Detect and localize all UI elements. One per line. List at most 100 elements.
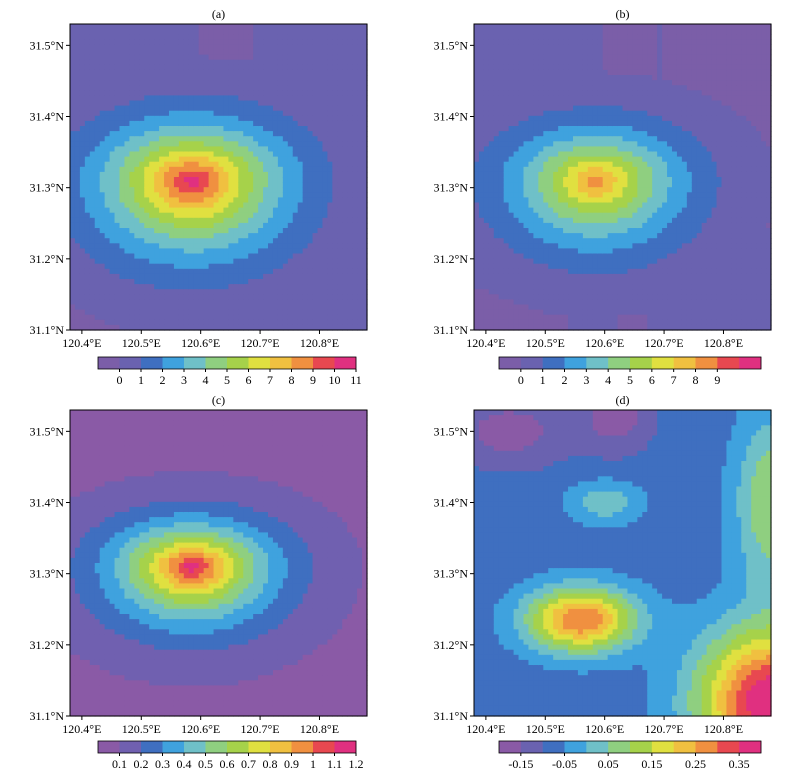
heatmap-cell (332, 49, 338, 56)
heatmap-cell (362, 258, 368, 265)
heatmap-cell (548, 304, 554, 311)
heatmap-cell (518, 273, 525, 280)
heatmap-cell (268, 69, 274, 76)
heatmap-cell (238, 187, 244, 193)
heatmap-cell (347, 105, 353, 112)
heatmap-cell (322, 233, 328, 239)
heatmap-cell (188, 80, 195, 86)
heatmap-cell (498, 192, 505, 198)
x-tick-label: 120.6°E (181, 336, 220, 350)
heatmap-cell (164, 243, 170, 249)
heatmap-cell (508, 90, 515, 96)
heatmap-cell (488, 141, 495, 147)
heatmap-cell (109, 24, 116, 30)
heatmap-cell (342, 182, 348, 188)
heatmap-cell (94, 248, 101, 255)
heatmap-cell (243, 166, 249, 173)
heatmap-cell (493, 177, 500, 183)
heatmap-cell (149, 171, 155, 178)
heatmap-cell (543, 105, 549, 112)
heatmap-cell (342, 161, 348, 168)
heatmap-cell (558, 192, 564, 198)
heatmap-cell (548, 222, 554, 229)
heatmap-cell (342, 120, 348, 127)
heatmap-cell (474, 34, 480, 40)
heatmap-cell (474, 136, 480, 142)
heatmap-cell (94, 75, 101, 81)
heatmap-cell (164, 44, 170, 51)
heatmap-cell (99, 289, 106, 295)
heatmap-cell (198, 238, 205, 244)
heatmap-cell (134, 126, 140, 132)
heatmap-cell (488, 289, 495, 295)
heatmap-cell (173, 258, 180, 265)
heatmap-cell (342, 222, 348, 229)
heatmap-cell (292, 304, 299, 311)
heatmap-cell (498, 151, 505, 158)
heatmap-cell (493, 273, 500, 280)
heatmap-cell (114, 69, 121, 76)
heatmap-cell (268, 166, 274, 173)
heatmap-cell (302, 64, 309, 71)
heatmap-cell (114, 258, 121, 265)
heatmap-cell (493, 171, 500, 178)
heatmap-cell (243, 294, 249, 300)
heatmap-cell (233, 294, 239, 300)
heatmap-cell (342, 64, 348, 71)
heatmap-cell (573, 192, 579, 198)
heatmap-cell (178, 212, 185, 219)
heatmap-cell (70, 151, 76, 158)
heatmap-cell (114, 126, 121, 132)
heatmap-cell (173, 44, 180, 51)
colorbar-label: 3 (181, 373, 187, 387)
heatmap-cell (188, 187, 195, 193)
heatmap-cell (129, 29, 135, 35)
heatmap-cell (159, 212, 165, 219)
heatmap-cell (302, 197, 309, 204)
heatmap-cell (253, 69, 259, 76)
heatmap-cell (124, 85, 130, 91)
heatmap-cell (223, 75, 229, 81)
heatmap-cell (183, 324, 190, 331)
heatmap-cell (568, 85, 574, 91)
heatmap-cell (223, 248, 229, 255)
heatmap-cell (104, 115, 111, 122)
heatmap-cell (139, 90, 145, 96)
heatmap-cell (272, 161, 279, 168)
heatmap-cell (573, 197, 579, 204)
heatmap-cell (337, 228, 343, 234)
heatmap-cell (357, 304, 363, 311)
heatmap-cell (164, 309, 170, 316)
heatmap-cell (563, 207, 569, 214)
heatmap-cell (223, 69, 229, 76)
heatmap-cell (347, 258, 353, 265)
heatmap-cell (553, 258, 559, 265)
heatmap-cell (268, 49, 274, 56)
heatmap-cell (478, 136, 485, 142)
heatmap-cell (134, 69, 140, 76)
heatmap-cell (518, 95, 525, 102)
heatmap-cell (563, 284, 569, 290)
heatmap-cell (198, 177, 205, 183)
heatmap-cell (119, 299, 126, 306)
heatmap-cell (563, 44, 569, 51)
heatmap-cell (238, 207, 244, 214)
heatmap-cell (277, 243, 284, 249)
heatmap-cell (129, 59, 135, 66)
heatmap-cell (70, 177, 76, 183)
heatmap-cell (193, 146, 200, 153)
heatmap-cell (159, 309, 165, 316)
heatmap-cell (342, 54, 348, 61)
heatmap-cell (243, 126, 249, 132)
heatmap-cell (277, 49, 284, 56)
heatmap-cell (498, 85, 505, 91)
heatmap-cell (508, 110, 515, 117)
heatmap-cell (159, 29, 165, 35)
heatmap-cell (508, 273, 515, 280)
heatmap-cell (208, 294, 215, 300)
heatmap-cell (129, 238, 135, 244)
heatmap-cell (263, 187, 269, 193)
heatmap-cell (558, 222, 564, 229)
heatmap-cell (322, 49, 328, 56)
heatmap-cell (169, 80, 175, 86)
